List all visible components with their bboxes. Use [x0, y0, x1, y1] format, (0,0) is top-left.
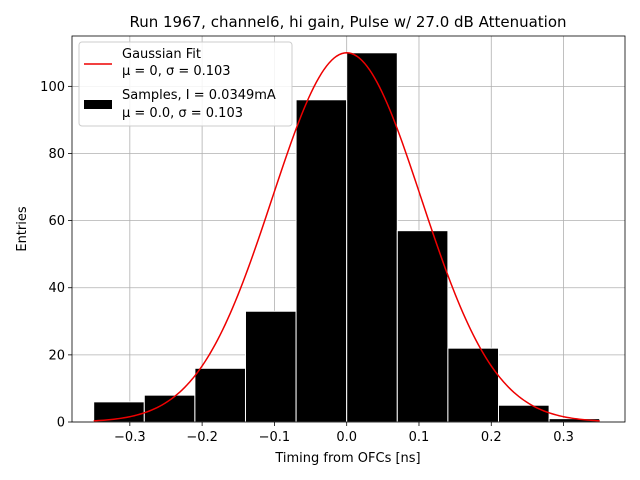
legend-samples-label: Samples, I = 0.0349mA: [122, 88, 276, 103]
x-tick-label-2: −0.1: [259, 430, 291, 445]
histogram-bar-4: [295, 99, 348, 423]
legend: Gaussian Fit μ = 0, σ = 0.103 Samples, I…: [78, 41, 293, 127]
y-tick-label-0: 0: [57, 416, 65, 431]
x-tick-label-4: 0.1: [409, 430, 430, 445]
y-axis-label: Entries: [15, 206, 30, 252]
legend-box: [78, 41, 293, 127]
y-tick-label-1: 20: [48, 348, 65, 363]
legend-samples-params: μ = 0.0, σ = 0.103: [122, 106, 243, 121]
histogram-bar-7: [447, 347, 499, 423]
x-tick-label-5: 0.2: [481, 430, 502, 445]
histogram-bar-8: [497, 404, 550, 423]
legend-samples-swatch: [84, 100, 112, 109]
histogram-bar-3: [244, 310, 297, 423]
legend-fit-params: μ = 0, σ = 0.103: [122, 64, 231, 79]
histogram-bars: [93, 52, 601, 423]
x-tick-label-3: 0.0: [336, 430, 357, 445]
x-tick-label-1: −0.2: [186, 430, 218, 445]
x-tick-label-0: −0.3: [114, 430, 146, 445]
histogram-bar-1: [143, 394, 196, 423]
y-tick-label-5: 100: [40, 80, 65, 95]
legend-fit-label: Gaussian Fit: [122, 47, 201, 62]
y-tick-label-3: 60: [48, 214, 65, 229]
y-tick-label-4: 80: [48, 147, 65, 162]
x-axis-label: Timing from OFCs [ns]: [274, 451, 420, 466]
histogram-bar-2: [194, 367, 246, 423]
x-axis-ticks: −0.3 −0.2 −0.1 0.0 0.1 0.2 0.3: [114, 422, 574, 445]
gaussian-fit-curve: [93, 52, 600, 422]
y-axis-ticks: 0 20 40 60 80 100: [40, 80, 72, 431]
x-tick-label-6: 0.3: [553, 430, 574, 445]
chart-title: Run 1967, channel6, hi gain, Pulse w/ 27…: [129, 13, 566, 31]
histogram-bar-6: [396, 230, 449, 423]
plot-frame: [71, 35, 626, 423]
y-tick-label-2: 40: [48, 281, 65, 296]
histogram-bar-5: [346, 52, 398, 423]
